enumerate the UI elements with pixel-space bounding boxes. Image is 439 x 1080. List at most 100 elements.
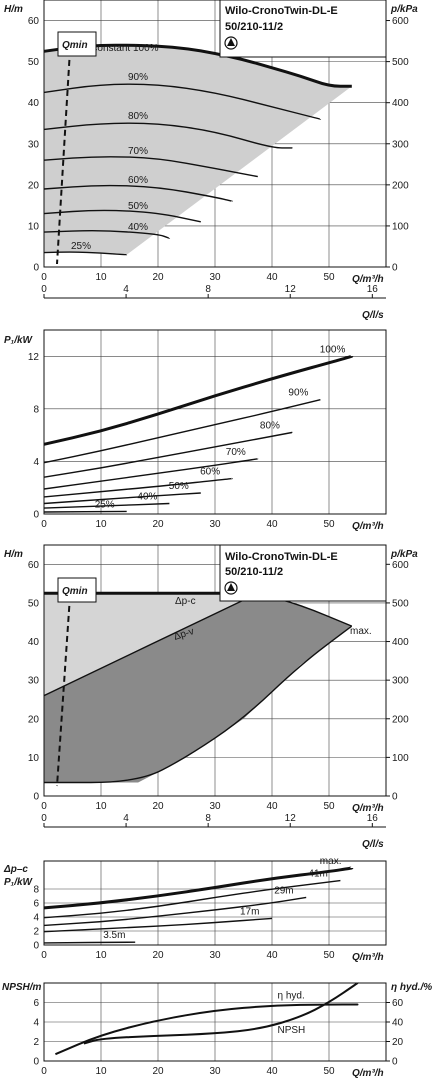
series-line xyxy=(43,209,201,223)
series-label: 70% xyxy=(226,447,246,458)
y-tick-label: 6 xyxy=(33,998,39,1009)
x-tick-label: 40 xyxy=(266,950,278,961)
plot-frame xyxy=(43,860,387,946)
series-label: 17m xyxy=(240,906,259,917)
y-axis-label: H/m xyxy=(4,4,23,15)
x-tick-label: 50 xyxy=(323,519,335,530)
x2-tick-label: 0 xyxy=(41,813,47,824)
curve-label-max: max. xyxy=(350,626,372,637)
series-label: 80% xyxy=(260,421,280,432)
series-label: 90% xyxy=(288,388,308,399)
series-line xyxy=(43,83,322,120)
x-tick-label: 10 xyxy=(95,950,107,961)
series-label: 90% xyxy=(128,72,148,83)
x-tick-label: 0 xyxy=(41,272,47,283)
series-line xyxy=(43,879,341,919)
x2-tick-label: 4 xyxy=(123,284,129,295)
y-tick-label: 4 xyxy=(33,457,39,468)
series-line xyxy=(43,492,201,505)
y-tick-label: 50 xyxy=(28,57,40,68)
x2-tick-label: 12 xyxy=(285,284,297,295)
y2-tick-label: 600 xyxy=(392,560,409,571)
qmin-label: Qmin xyxy=(62,586,88,597)
y2-tick-label: 300 xyxy=(392,139,409,150)
x-tick-label: 30 xyxy=(209,801,221,812)
y2-tick-label: 300 xyxy=(392,676,409,687)
y-tick-label: 20 xyxy=(28,180,40,191)
series-label: n=constant 100% xyxy=(81,43,159,54)
x2-tick-label: 4 xyxy=(123,813,129,824)
x-axis-label: Q/m³/h xyxy=(352,1068,384,1079)
x-tick-label: 10 xyxy=(95,801,107,812)
plot-frame xyxy=(43,544,387,797)
series-label: 25% xyxy=(71,241,91,252)
y-tick-label: 0 xyxy=(33,941,39,952)
y-axis-label: P₁/kW xyxy=(4,335,34,346)
series-label: 25% xyxy=(95,499,115,510)
y-tick-label: 6 xyxy=(33,899,39,910)
y-axis-label-2: P₁/kW xyxy=(4,877,34,888)
series-label: 41m xyxy=(308,869,327,880)
series-line xyxy=(43,896,307,927)
panel-power-speed-curves: 100% 90% 80% 70% 60% 50% 40% 25% 0 10 20 30 40 50 0 4 8… xyxy=(4,329,387,532)
x-tick-label: 10 xyxy=(95,1066,107,1077)
y-tick-label: 10 xyxy=(28,753,40,764)
y2-tick-label: 100 xyxy=(392,753,409,764)
y-tick-label: 4 xyxy=(33,1018,39,1029)
x-tick-label: 30 xyxy=(209,950,221,961)
y-axis-label: H/m xyxy=(4,549,23,560)
series-label: 60% xyxy=(128,175,148,186)
series-label: 80% xyxy=(128,111,148,122)
series-line xyxy=(44,625,353,784)
x2-axis-label: Q/l/s xyxy=(362,839,384,850)
series-label: 50% xyxy=(128,201,148,212)
y2-tick-label: 500 xyxy=(392,57,409,68)
x-axis-label: Q/m³/h xyxy=(352,521,384,532)
series-line xyxy=(43,431,293,478)
y-tick-label: 8 xyxy=(33,404,39,415)
series-line xyxy=(43,251,128,256)
x-tick-label: 20 xyxy=(152,950,164,961)
y2-axis-label: η hyd./% xyxy=(391,982,432,993)
series-line xyxy=(43,399,321,464)
twin-pump-symbol-icon xyxy=(224,581,238,595)
y-tick-label: 30 xyxy=(28,139,40,150)
y2-tick-label: 0 xyxy=(392,263,398,274)
y-axis-label-1: Δp–c xyxy=(3,864,28,875)
series-line xyxy=(43,156,258,178)
series-label: 50% xyxy=(169,481,189,492)
y2-tick-label: 500 xyxy=(392,598,409,609)
series-line xyxy=(43,510,127,513)
operating-range-area xyxy=(44,45,352,255)
series-line xyxy=(83,982,359,1045)
y-tick-label: 12 xyxy=(28,352,40,363)
y-tick-label: 20 xyxy=(28,714,40,725)
y2-tick-label: 60 xyxy=(392,998,404,1009)
series-line xyxy=(43,941,136,944)
series-line xyxy=(55,1003,359,1056)
y-axis-label: NPSH/m xyxy=(2,982,42,993)
series-label: 29m xyxy=(274,885,293,896)
title-box xyxy=(219,544,387,602)
series-line xyxy=(43,354,354,446)
x-tick-label: 40 xyxy=(266,801,278,812)
series-line xyxy=(43,122,293,149)
y-tick-label: 60 xyxy=(28,560,40,571)
x-tick-label: 50 xyxy=(323,1066,335,1077)
series-label: 40% xyxy=(137,492,157,503)
y-tick-label: 2 xyxy=(33,1037,39,1048)
twin-pump-symbol-icon xyxy=(224,36,238,50)
x-tick-label: 0 xyxy=(41,519,47,530)
x-tick-label: 50 xyxy=(323,801,335,812)
x-tick-label: 50 xyxy=(323,272,335,283)
panel-head-speed-curves: n=constant 100% 90% 80% 70% 60% 50% 40% 25% Wil… xyxy=(4,0,418,321)
y2-tick-label: 200 xyxy=(392,180,409,191)
x-tick-label: 40 xyxy=(266,272,278,283)
panel-control-mode-range: Wilo-CronoTwin-DL-E 50/210-11/2 Qmin Δp-… xyxy=(4,544,418,850)
y2-tick-label: 200 xyxy=(392,714,409,725)
x2-tick-label: 12 xyxy=(285,813,297,824)
series-label: 100% xyxy=(320,344,346,355)
y-tick-label: 40 xyxy=(28,637,40,648)
chart-subtitle: 50/210-11/2 xyxy=(225,566,283,578)
y-tick-label: 30 xyxy=(28,676,40,687)
